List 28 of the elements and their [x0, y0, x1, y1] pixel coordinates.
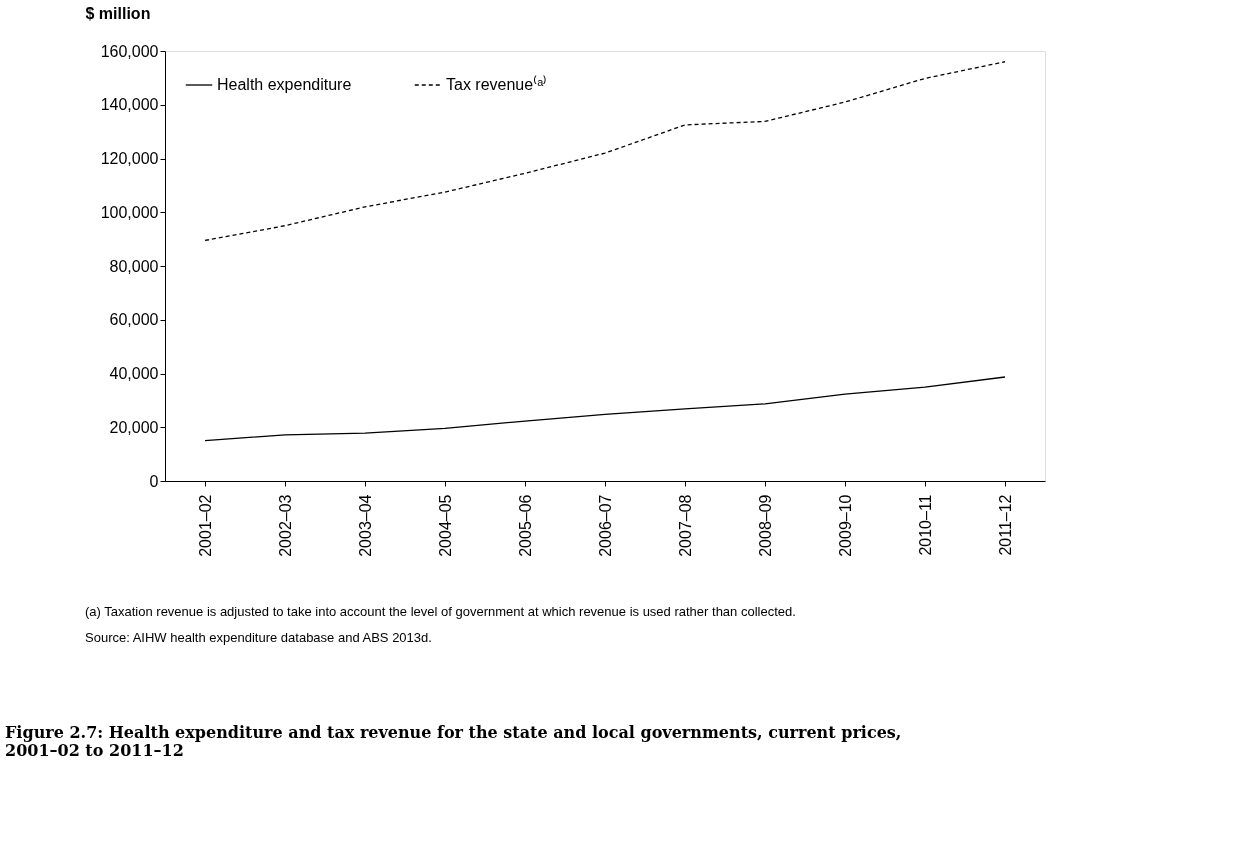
x-tick-label: 2011–12: [996, 494, 1014, 556]
line-series: [204, 61, 1006, 242]
y-tick-label: 160,000: [100, 42, 159, 60]
y-tick-label: 40,000: [109, 365, 159, 382]
x-tick-label: 2001–02: [196, 494, 214, 557]
legend-label: Health expenditure: [217, 76, 352, 93]
source-note: Source: AIHW health expenditure database and ABS 2013d.: [85, 630, 432, 645]
x-tick-label: 2010–11: [916, 494, 934, 556]
y-tick-label: 60,000: [109, 311, 159, 329]
x-tick-label: 2006–07: [596, 494, 614, 557]
y-tick-label: 0: [149, 472, 159, 490]
y-tick-label: 80,000: [109, 257, 159, 275]
text: (a) Taxation revenue is adjusted to take into account the level of government at which revenue is used rather than collected.: [85, 604, 796, 619]
x-tick-label: 2008–09: [756, 494, 774, 557]
x-tick-label: 2004–05: [436, 494, 454, 557]
x-tick-label: 2005–06: [516, 494, 534, 557]
text: Figure 2.7: Health expenditure and tax revenue for the state and local governments, current prices, 2001–02 to 2011–12: [5, 723, 902, 760]
x-tick-label: 2002–03: [276, 494, 294, 557]
x-tick-label: 2007–08: [676, 494, 694, 557]
y-tick-label: 20,000: [109, 418, 159, 436]
y-tick-label: 100,000: [100, 203, 159, 221]
x-tick-label: 2009–10: [836, 494, 854, 557]
line-series: [204, 376, 1006, 442]
legend-label: Tax revenue⁽ᵃ⁾: [446, 75, 548, 93]
y-tick-label: 140,000: [100, 96, 159, 114]
x-tick-label: 2003–04: [356, 494, 374, 557]
y-axis-title: $ million: [85, 4, 151, 22]
y-tick-label: 120,000: [100, 150, 159, 167]
